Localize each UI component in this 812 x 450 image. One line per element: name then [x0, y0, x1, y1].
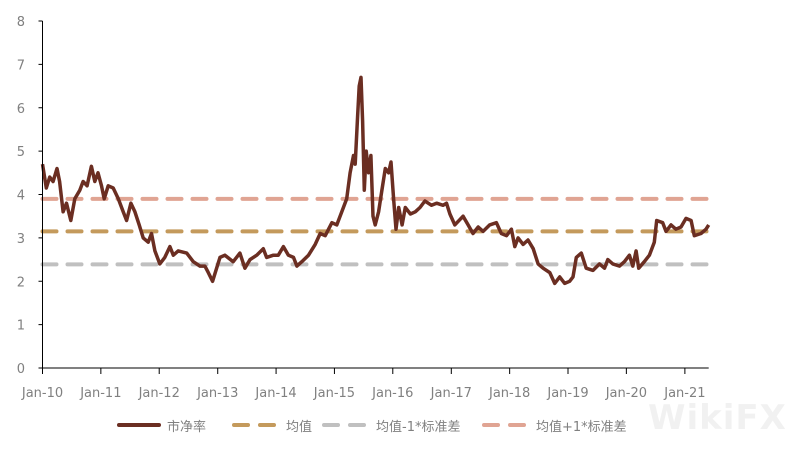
legend-item-pb: 市净率 — [117, 414, 206, 436]
y-tick-label: 8 — [17, 15, 25, 30]
y-tick-label: 1 — [17, 319, 25, 334]
y-tick-label: 0 — [17, 362, 25, 377]
y-tick-label: 6 — [17, 102, 25, 117]
y-tick-label: 7 — [17, 58, 25, 73]
legend-item-upper: 均值+1*标准差 — [482, 414, 627, 436]
x-tick-label: Jan-18 — [488, 386, 530, 401]
legend-label: 均值+1*标准差 — [536, 419, 627, 435]
legend-swatch-dashed — [232, 423, 280, 427]
y-tick-label: 5 — [17, 145, 25, 160]
legend-swatch-solid — [117, 423, 161, 427]
x-tick-label: Jan-19 — [546, 386, 588, 401]
legend-item-lower: 均值-1*标准差 — [322, 414, 460, 436]
legend-swatch-dashed — [482, 423, 530, 427]
axes: 0 1 2 3 4 5 6 7 8 Jan-10 Jan-11 Jan-12 Jan-13 Jan-14 J… — [17, 15, 709, 401]
x-tick-label: Jan-10 — [21, 386, 63, 401]
watermark-logo: WikiFX — [648, 398, 787, 438]
x-tick-label: Jan-21 — [663, 386, 705, 401]
legend: 市净率 均值 均值-1*标准差 均值+1*标准差 — [0, 414, 812, 436]
line-chart: 0 1 2 3 4 5 6 7 8 Jan-10 Jan-11 Jan-12 Jan-13 Jan-14 J… — [17, 15, 711, 401]
x-tick-label: Jan-14 — [254, 386, 296, 401]
x-tick-label: Jan-12 — [138, 386, 180, 401]
y-tick-label: 4 — [17, 189, 25, 204]
x-tick-label: Jan-20 — [605, 386, 647, 401]
x-tick-label: Jan-13 — [196, 386, 238, 401]
x-tick-label: Jan-17 — [430, 386, 472, 401]
legend-label: 均值-1*标准差 — [376, 419, 461, 435]
y-tick-label: 3 — [17, 232, 25, 247]
legend-label: 均值 — [286, 419, 313, 435]
x-tick-label: Jan-16 — [371, 386, 413, 401]
legend-swatch-dashed — [322, 423, 370, 427]
legend-item-mean: 均值 — [232, 414, 312, 436]
series-line-pb — [40, 75, 711, 286]
legend-label: 市净率 — [167, 419, 207, 435]
x-tick-label: Jan-15 — [313, 386, 355, 401]
y-tick-label: 2 — [17, 275, 25, 290]
series-layer — [40, 75, 711, 286]
x-tick-label: Jan-11 — [79, 386, 121, 401]
